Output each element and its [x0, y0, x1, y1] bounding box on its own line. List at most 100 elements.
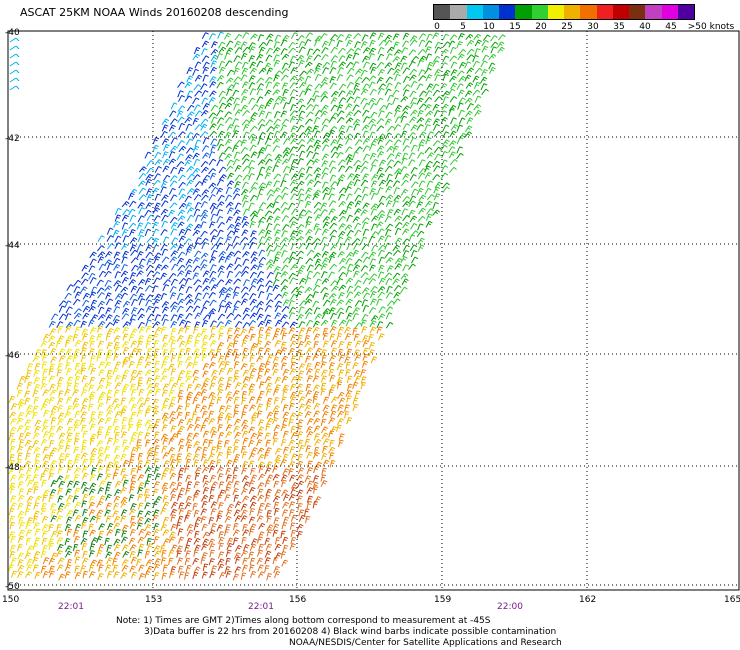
wind-barb	[162, 416, 169, 424]
wind-barb	[280, 396, 287, 404]
wind-barb	[153, 571, 160, 580]
wind-barb	[161, 138, 170, 146]
wind-barb	[185, 202, 193, 210]
wind-barb	[248, 117, 256, 125]
wind-barb	[250, 181, 259, 189]
wind-barb	[225, 474, 232, 482]
wind-barb	[329, 298, 337, 306]
wind-barb	[121, 276, 129, 284]
wind-barb	[249, 557, 256, 566]
wind-barb	[362, 130, 369, 138]
wind-barb	[122, 300, 131, 308]
wind-barb	[169, 256, 178, 263]
wind-barb	[24, 397, 31, 405]
wind-barb	[233, 250, 242, 257]
wind-barb	[194, 285, 203, 292]
wind-barb	[16, 389, 23, 398]
wind-barb	[306, 179, 315, 186]
wind-barb	[176, 305, 184, 313]
wind-barb	[248, 133, 257, 140]
wind-barb	[113, 571, 120, 579]
wind-barb	[25, 474, 32, 482]
wind-barb	[336, 381, 343, 389]
wind-barb	[88, 319, 95, 327]
wind-barb	[338, 83, 347, 91]
lat-label: -46	[5, 351, 20, 361]
wind-barb	[200, 263, 208, 271]
wind-barb	[160, 544, 166, 553]
wind-barb	[184, 411, 191, 420]
wind-barb	[338, 271, 347, 279]
wind-barb	[26, 467, 33, 475]
wind-barb	[304, 340, 312, 348]
wind-barb	[312, 481, 319, 490]
wind-barb	[224, 138, 233, 146]
wind-barb	[200, 83, 208, 90]
wind-barb	[336, 116, 345, 124]
wind-barb	[169, 110, 177, 118]
wind-barb	[210, 446, 217, 454]
wind-barb	[129, 272, 137, 280]
wind-barb	[385, 53, 393, 61]
wind-barb	[129, 565, 136, 573]
wind-barb	[233, 314, 242, 321]
wind-barb	[258, 473, 266, 481]
legend-label: >50 knots	[687, 22, 735, 32]
wind-barb	[337, 326, 345, 334]
wind-barb	[297, 341, 305, 349]
wind-barb	[209, 486, 216, 494]
wind-barb	[50, 515, 58, 523]
wind-barb	[64, 538, 71, 546]
wind-barb	[114, 235, 122, 243]
wind-barb	[169, 453, 176, 462]
wind-barb	[200, 382, 209, 390]
wind-barb	[217, 377, 225, 385]
wind-barb	[233, 327, 241, 335]
wind-barb	[401, 152, 409, 161]
wind-barb	[73, 474, 80, 482]
wind-barb	[162, 284, 170, 292]
wind-barb	[296, 349, 303, 357]
wind-barb	[218, 90, 226, 98]
wind-barb	[176, 376, 183, 384]
wind-barb	[417, 172, 426, 180]
wind-barb	[161, 342, 169, 350]
wind-barb	[384, 229, 392, 237]
wind-barb	[81, 542, 88, 551]
wind-barb	[193, 489, 201, 497]
wind-barb	[218, 152, 226, 159]
wind-barb	[145, 369, 153, 377]
wind-barb	[57, 412, 65, 420]
wind-barb	[313, 410, 320, 418]
wind-barb	[24, 425, 31, 433]
wind-barb	[10, 502, 17, 510]
wind-barb	[371, 215, 379, 222]
wind-barb	[274, 537, 281, 545]
wind-barb	[387, 125, 395, 132]
wind-barb	[234, 216, 242, 224]
wind-barb	[105, 493, 112, 501]
wind-barb	[218, 60, 226, 69]
wind-barb	[305, 216, 313, 224]
wind-barb	[393, 285, 402, 292]
wind-barb	[209, 571, 216, 579]
wind-barb	[305, 235, 313, 243]
wind-barb	[305, 355, 312, 363]
wind-barb	[208, 308, 217, 315]
wind-barb	[329, 222, 337, 230]
legend-label: 40	[639, 22, 651, 32]
wind-barb	[120, 572, 128, 580]
wind-barb	[312, 375, 320, 383]
wind-barb	[10, 438, 16, 446]
wind-barb	[48, 494, 54, 503]
wind-barb	[145, 264, 154, 272]
wind-barb	[137, 340, 144, 348]
wind-barb	[272, 362, 279, 370]
wind-barb	[281, 192, 289, 200]
wind-barb	[313, 486, 319, 494]
wind-barb	[33, 383, 41, 392]
wind-barb	[234, 257, 241, 265]
wind-barb	[338, 187, 347, 194]
wind-barb	[104, 487, 111, 495]
